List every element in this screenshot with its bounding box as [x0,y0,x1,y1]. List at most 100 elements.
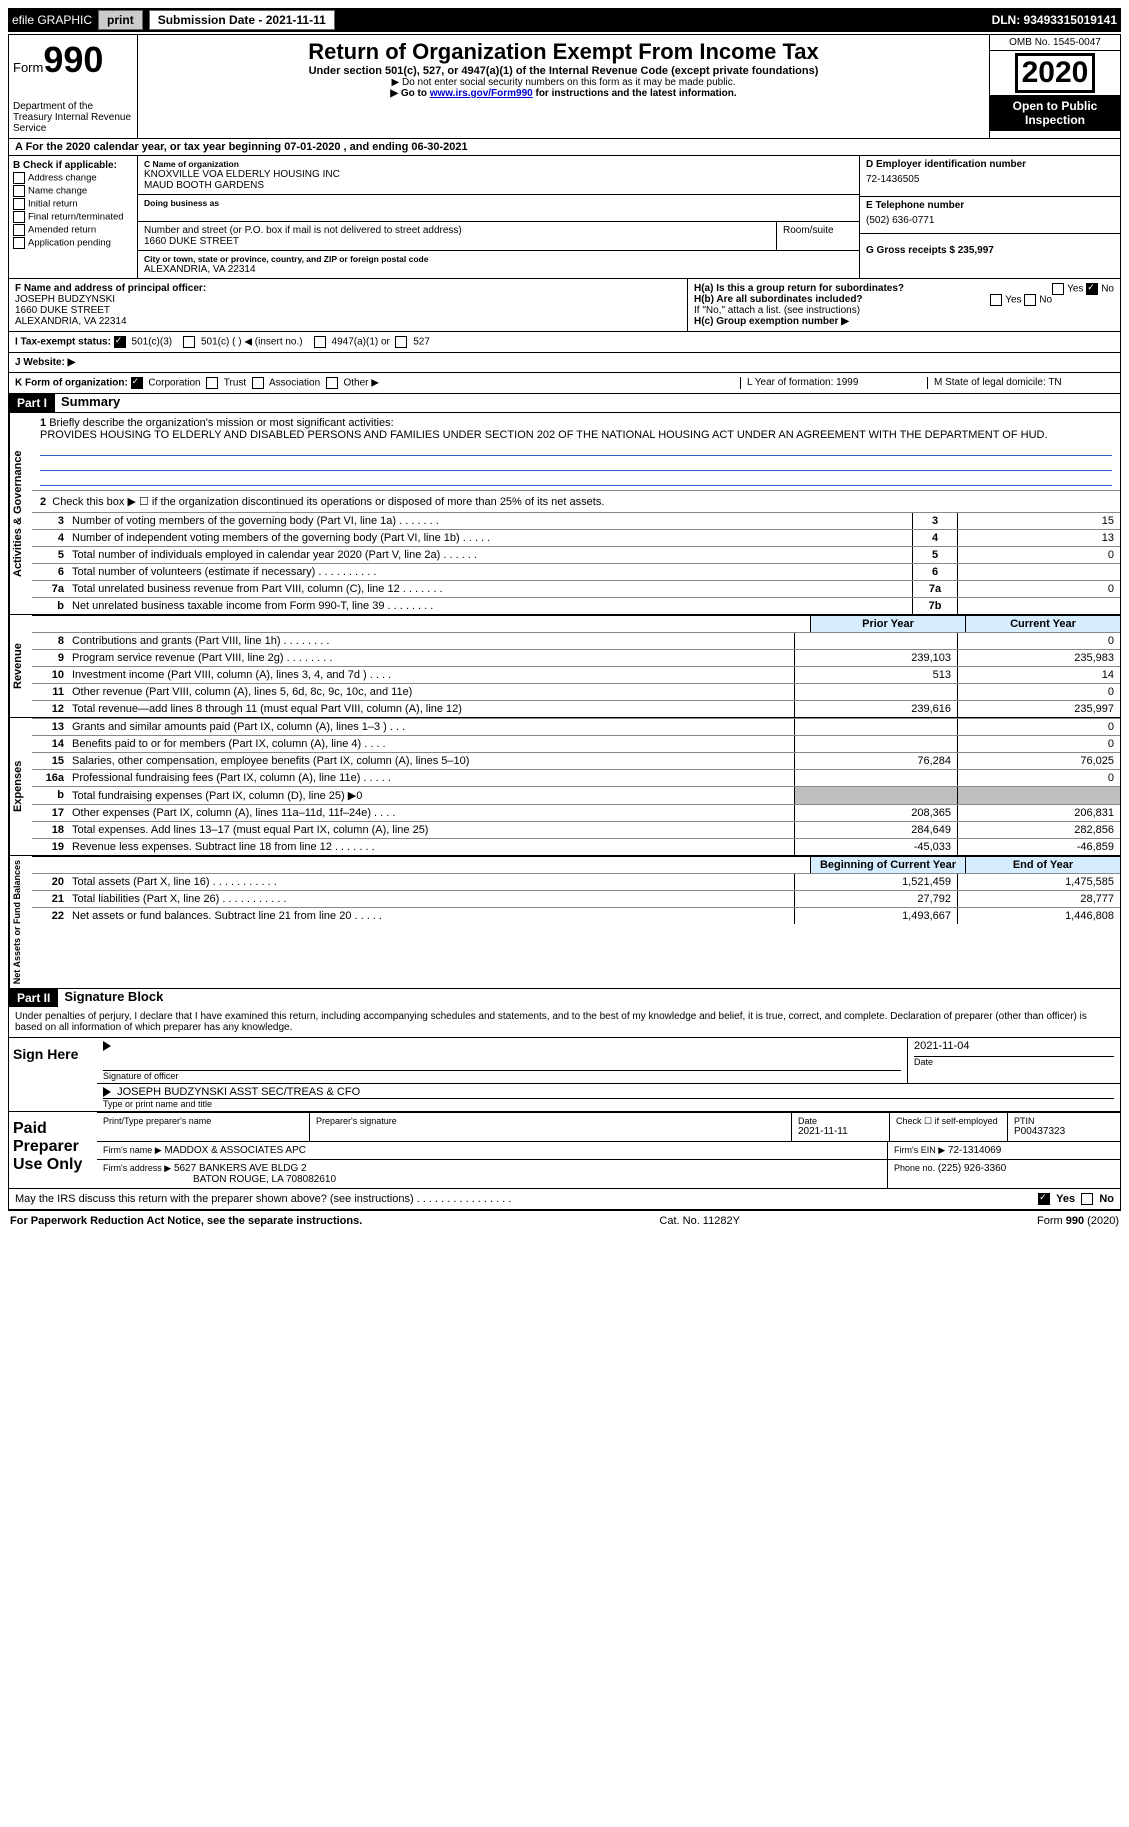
blank [32,616,810,632]
line-desc: Net unrelated business taxable income fr… [68,598,912,614]
form-subtitle: Under section 501(c), 527, or 4947(a)(1)… [142,65,985,77]
boy-label: Beginning of Current Year [810,857,965,873]
line-cellnum: 7b [912,598,958,614]
line-val: 0 [958,581,1120,597]
officer-name-row: JOSEPH BUDZYNSKI ASST SEC/TREAS & CFO Ty… [97,1084,1120,1111]
cb-assoc[interactable] [252,377,264,389]
current-year-label: Current Year [965,616,1120,632]
part1-title: Summary [55,394,120,412]
part1-body: Activities & Governance 1 Briefly descri… [9,412,1120,614]
cb-501c3[interactable] [114,336,126,348]
rev-header: Prior Year Current Year [32,615,1120,632]
line-desc: Total assets (Part X, line 16) . . . . .… [68,874,794,890]
q2-text: Check this box ▶ ☐ if the organization d… [52,496,604,508]
cb-final-return[interactable]: Final return/terminated [13,211,133,223]
phone-cell: E Telephone number (502) 636-0771 [860,197,1120,234]
summary-line: 5Total number of individuals employed in… [32,546,1120,563]
firm-addr-label: Firm's address ▶ [103,1163,171,1173]
ein-label: D Employer identification number [866,159,1114,170]
line-num: 10 [32,667,68,683]
form990-link[interactable]: www.irs.gov/Form990 [430,88,533,99]
cb-application-pending[interactable]: Application pending [13,237,133,249]
gross-receipts: G Gross receipts $ 235,997 [866,237,1114,258]
prep-name-label: Print/Type preparer's name [103,1116,303,1126]
line-num: 14 [32,736,68,752]
form-container: Form990 Department of the Treasury Inter… [8,34,1121,1210]
line-val: 15 [958,513,1120,529]
form-number: 990 [43,39,103,80]
data-line: 14Benefits paid to or for members (Part … [32,735,1120,752]
net-lines: 20Total assets (Part X, line 16) . . . .… [32,873,1120,924]
hb-yes-cb[interactable] [990,294,1002,306]
rule [40,456,1112,471]
prior-val: 513 [794,667,957,683]
cb-name-change[interactable]: Name change [13,185,133,197]
cb-initial-return[interactable]: Initial return [13,198,133,210]
cat-no: Cat. No. 11282Y [659,1215,740,1227]
data-line: 11Other revenue (Part VIII, column (A), … [32,683,1120,700]
paperwork-notice: For Paperwork Reduction Act Notice, see … [10,1215,362,1227]
hb-label: H(b) Are all subordinates included? [694,294,863,305]
sign-here-row: Sign Here Signature of officer 2021-11-0… [9,1037,1120,1111]
box-b: B Check if applicable: Address change Na… [9,156,138,278]
data-line: 9Program service revenue (Part VIII, lin… [32,649,1120,666]
curr-val: 1,446,808 [957,908,1120,924]
cb-501c[interactable] [183,336,195,348]
ha-yes-cb[interactable] [1052,283,1064,295]
line-num: 8 [32,633,68,649]
discuss-yes-cb[interactable] [1038,1193,1050,1205]
box-b-label: B Check if applicable: [13,160,133,171]
row-j: J Website: ▶ [9,352,1120,372]
dba-cell: Doing business as [138,195,859,222]
part2-header: Part II Signature Block [9,988,1120,1007]
curr-val: 206,831 [957,805,1120,821]
firm-addr1: 5627 BANKERS AVE BLDG 2 [174,1163,307,1174]
no-label: No [1101,284,1114,295]
data-line: 17Other expenses (Part IX, column (A), l… [32,804,1120,821]
cb-amended-return[interactable]: Amended return [13,224,133,236]
header-mid: Return of Organization Exempt From Incom… [138,35,989,138]
line-num: b [32,787,68,804]
mission-text: PROVIDES HOUSING TO ELDERLY AND DISABLED… [40,429,1048,441]
part1-tag: Part I [9,394,55,412]
curr-val: 235,997 [957,701,1120,717]
ein-cell: D Employer identification number 72-1436… [860,156,1120,197]
gov-section: 1 Briefly describe the organization's mi… [32,413,1120,614]
print-button[interactable]: print [98,10,143,30]
cb-trust[interactable] [206,377,218,389]
box-c: C Name of organization KNOXVILLE VOA ELD… [138,156,859,278]
discuss-no-cb[interactable] [1081,1193,1093,1205]
ha-label: H(a) Is this a group return for subordin… [694,283,904,294]
line-desc: Total liabilities (Part X, line 26) . . … [68,891,794,907]
ha-no-cb[interactable] [1086,283,1098,295]
data-line: 16aProfessional fundraising fees (Part I… [32,769,1120,786]
hb-no-cb[interactable] [1024,294,1036,306]
prior-val: 239,616 [794,701,957,717]
cb-other[interactable] [326,377,338,389]
line-num: 15 [32,753,68,769]
net-header: Beginning of Current Year End of Year [32,856,1120,873]
form-ref: Form 990 (2020) [1037,1215,1119,1227]
data-line: 22Net assets or fund balances. Subtract … [32,907,1120,924]
sig-officer-label: Signature of officer [103,1071,901,1081]
cb-4947[interactable] [314,336,326,348]
line-num: b [32,598,68,614]
prior-year-label: Prior Year [810,616,965,632]
cb-address-change[interactable]: Address change [13,172,133,184]
line-cellnum: 3 [912,513,958,529]
line-num: 3 [32,513,68,529]
cb-corp[interactable] [131,377,143,389]
declaration-text: Under penalties of perjury, I declare th… [9,1007,1120,1037]
curr-val: 0 [957,633,1120,649]
line-desc: Total unrelated business revenue from Pa… [68,581,912,597]
line-cellnum: 6 [912,564,958,580]
line-cellnum: 5 [912,547,958,563]
cb-527[interactable] [395,336,407,348]
selfemp-label: Check ☐ if self-employed [890,1113,1008,1141]
ha-row: H(a) Is this a group return for subordin… [694,283,1114,294]
hb-row: H(b) Are all subordinates included? Yes … [694,294,1114,305]
side-revenue: Revenue [9,615,32,717]
row-klm: K Form of organization: Corporation Trus… [9,372,1120,393]
officer-name-label: Type or print name and title [103,1098,1114,1109]
side-governance: Activities & Governance [9,413,32,614]
